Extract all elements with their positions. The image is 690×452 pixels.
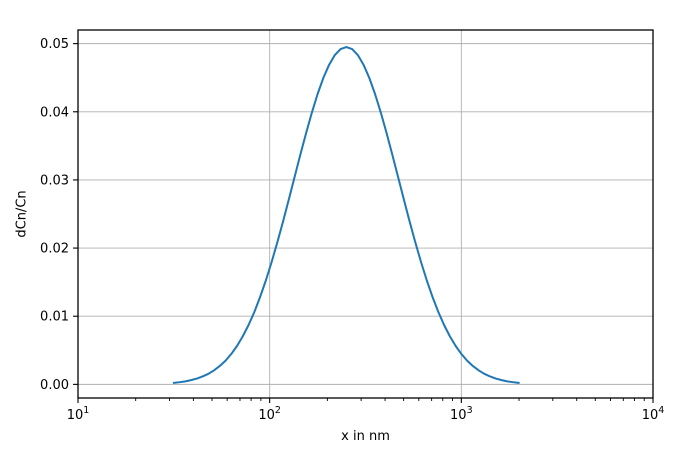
- y-tick-label: 0.04: [40, 105, 69, 120]
- tick-labels: 101 102 103 104 0.00 0.01 0.02 0.03 0.04 0.05: [40, 37, 664, 423]
- x-tick-label: 102: [258, 405, 281, 423]
- y-tick-label: 0.03: [40, 173, 69, 188]
- axis-ticks: [73, 43, 654, 403]
- y-axis-label: dCn/Cn: [14, 190, 30, 238]
- distribution-curve: [172, 46, 520, 384]
- series-line: [172, 46, 520, 384]
- axes-frame: [77, 29, 654, 399]
- x-tick-label: 104: [642, 405, 665, 423]
- y-tick-label: 0.02: [40, 242, 69, 257]
- y-tick-label: 0.05: [40, 37, 69, 52]
- x-axis-label: x in nm: [341, 429, 390, 444]
- gridlines: [77, 30, 654, 398]
- plot-frame: [77, 29, 654, 399]
- x-tick-label: 101: [67, 405, 90, 423]
- y-tick-label: 0.01: [40, 310, 69, 325]
- y-tick-label: 0.00: [40, 378, 69, 393]
- x-tick-label: 103: [450, 405, 473, 423]
